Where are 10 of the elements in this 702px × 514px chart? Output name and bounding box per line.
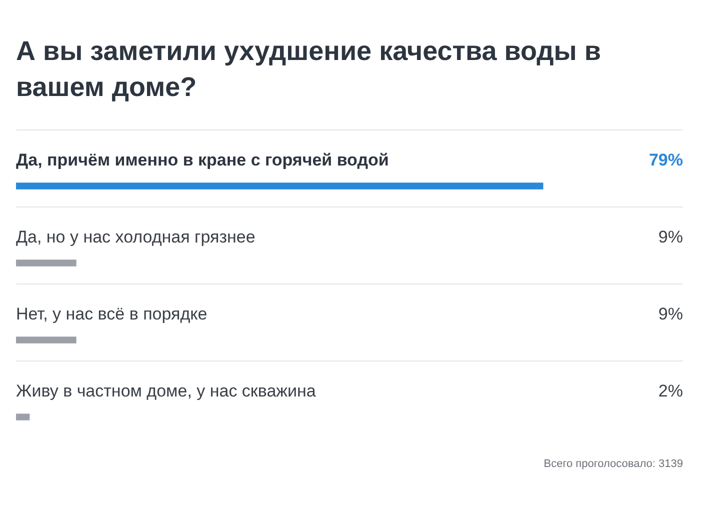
y-tick-label: Нет, у нас всё в порядке	[16, 304, 208, 324]
text: Всего проголосовало: 3139	[544, 458, 683, 470]
chart-title: А вы заметили ухудшение качества воды в вашем доме?	[16, 35, 602, 104]
data-label: 2%	[658, 382, 683, 401]
y-tick-label: Да, но у нас холодная грязнее	[16, 228, 256, 247]
data-label: 9%	[658, 228, 683, 247]
y-tick-label: Да, причём именно в кране с горячей водой	[16, 150, 389, 170]
data-label: 9%	[658, 304, 683, 324]
data-label: 79%	[648, 150, 683, 170]
y-tick-label: Живу в частном доме, у нас скважина	[16, 382, 316, 401]
